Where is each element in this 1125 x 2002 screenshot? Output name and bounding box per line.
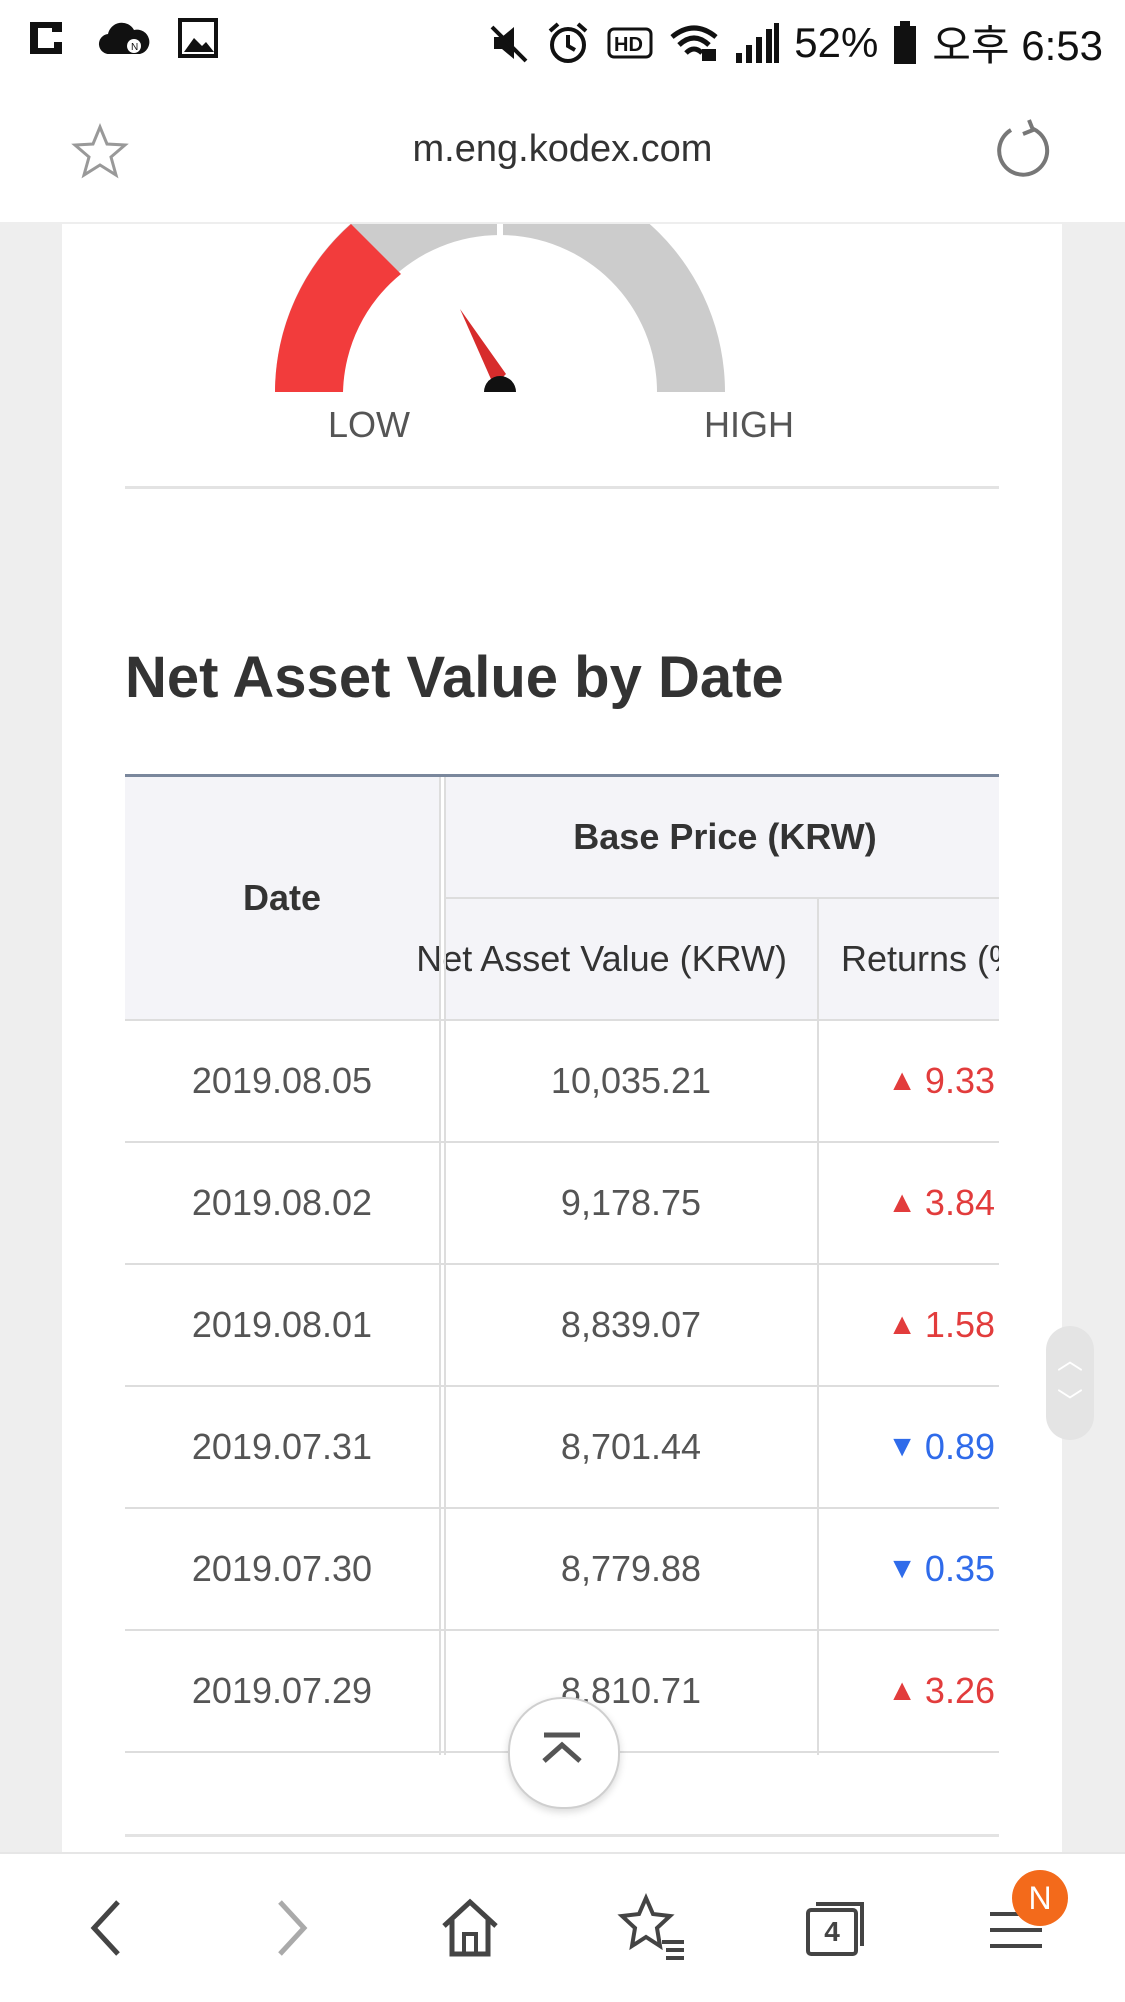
row-returns: ▲ 9.33 <box>819 1021 999 1141</box>
forward-icon[interactable] <box>254 1892 326 1964</box>
header-base-price: Base Price (KRW) <box>445 777 999 897</box>
header-date: Date <box>125 777 439 1019</box>
row-nav: 8,839.07 <box>560 1304 702 1345</box>
row-date: 2019.07.30 <box>191 1548 373 1589</box>
returns-value: 3.84 <box>924 1182 995 1223</box>
row-date: 2019.08.05 <box>191 1060 373 1101</box>
home-icon[interactable] <box>434 1892 506 1964</box>
row-returns: ▲ 3.84 <box>819 1143 999 1263</box>
bookmarks-icon[interactable] <box>616 1892 688 1964</box>
col-divider <box>444 777 446 1755</box>
row-separator <box>125 1141 999 1143</box>
risk-gauge <box>275 224 725 392</box>
returns-value: 0.35 <box>924 1548 995 1589</box>
row-date: 2019.08.01 <box>191 1304 373 1345</box>
scroll-down-icon[interactable]: ﹀ <box>1056 1387 1083 1417</box>
down-triangle-icon: ▼ <box>887 1430 917 1463</box>
status-bar: N HD 52% 오후 6:53 <box>0 0 1125 80</box>
browser-bottom-bar: 4 <box>0 1852 1125 2002</box>
back-icon[interactable] <box>72 1892 144 1964</box>
menu-new-badge: N <box>1012 1870 1068 1926</box>
svg-text:HD: HD <box>614 34 643 56</box>
row-returns: ▼ 0.35 <box>819 1509 999 1629</box>
double-up-chevron-icon <box>542 1732 582 1763</box>
row-separator <box>125 1507 999 1509</box>
row-date: 2019.07.31 <box>191 1426 373 1467</box>
gauge-high-label: HIGH <box>704 404 794 445</box>
row-separator <box>125 1629 999 1631</box>
browser-address-bar: m.eng.kodex.com <box>0 80 1125 224</box>
section-title: Net Asset Value by Date <box>125 645 784 710</box>
returns-value: 3.26 <box>924 1670 995 1711</box>
nav-table: Date Base Price (KRW) Net Asset Value (K… <box>125 774 999 1755</box>
gauge-active-segment <box>275 224 401 392</box>
reload-icon[interactable] <box>991 118 1055 182</box>
row-returns: ▲ 3.26 <box>819 1631 999 1751</box>
tabs-count: 4 <box>824 1916 840 1947</box>
page-content: LOW HIGH Net Asset Value by Date Date Ba… <box>62 224 1062 1852</box>
row-nav: 8,810.71 <box>560 1670 702 1711</box>
battery-percent: 52% <box>794 18 879 66</box>
row-date: 2019.08.02 <box>191 1182 373 1223</box>
wifi-icon <box>670 25 718 61</box>
row-returns: ▲ 1.58 <box>819 1265 999 1385</box>
col-divider <box>439 777 441 1755</box>
status-left-icons: N <box>22 14 220 62</box>
url-text[interactable]: m.eng.kodex.com <box>412 128 713 170</box>
cloud-icon: N <box>98 22 150 55</box>
up-triangle-icon: ▲ <box>887 1674 917 1707</box>
row-nav: 8,701.44 <box>560 1426 702 1467</box>
returns-value: 9.33 <box>924 1060 995 1101</box>
up-triangle-icon: ▲ <box>887 1308 917 1341</box>
gauge-low-label: LOW <box>328 404 411 445</box>
bookmark-star-icon[interactable] <box>70 122 130 182</box>
gauge-needle <box>460 309 506 386</box>
returns-value: 0.89 <box>924 1426 995 1467</box>
status-right: HD 52% 오후 6:53 <box>486 12 1103 73</box>
row-nav: 9,178.75 <box>560 1182 702 1223</box>
up-triangle-icon: ▲ <box>887 1186 917 1219</box>
gallery-icon <box>178 18 218 58</box>
header-inner-line <box>445 897 999 899</box>
scroll-up-icon[interactable]: ︿ <box>1056 1345 1083 1375</box>
app-notification-icon <box>30 22 62 54</box>
up-triangle-icon: ▲ <box>887 1064 917 1097</box>
hd-icon: HD <box>607 27 653 58</box>
row-separator <box>125 1385 999 1387</box>
scroll-to-top-button[interactable] <box>508 1697 620 1809</box>
row-nav: 8,779.88 <box>560 1548 702 1589</box>
header-bottom-line <box>125 1019 999 1021</box>
row-nav: 10,035.21 <box>550 1060 712 1101</box>
row-separator <box>125 1263 999 1265</box>
alarm-icon <box>548 21 588 63</box>
svg-text:N: N <box>131 42 138 53</box>
row-returns: ▼ 0.89 <box>819 1387 999 1507</box>
mute-icon <box>490 25 528 62</box>
signal-icon <box>736 22 780 63</box>
gauge-pivot <box>484 376 516 392</box>
returns-value: 1.58 <box>924 1304 995 1345</box>
header-returns: Returns (%) <box>819 899 999 1019</box>
col-divider <box>817 899 819 1755</box>
down-triangle-icon: ▼ <box>887 1552 917 1585</box>
battery-icon <box>894 20 917 64</box>
page-scroll-control[interactable]: ︿ ﹀ <box>1046 1326 1094 1440</box>
clock: 오후 6:53 <box>932 22 1103 69</box>
tabs-icon <box>806 1902 864 1956</box>
row-date: 2019.07.29 <box>191 1670 373 1711</box>
tabs-button[interactable]: 4 <box>798 1892 870 1964</box>
section-divider <box>125 486 999 489</box>
header-nav: Net Asset Value (KRW) <box>416 899 817 1019</box>
bottom-divider <box>125 1834 999 1837</box>
